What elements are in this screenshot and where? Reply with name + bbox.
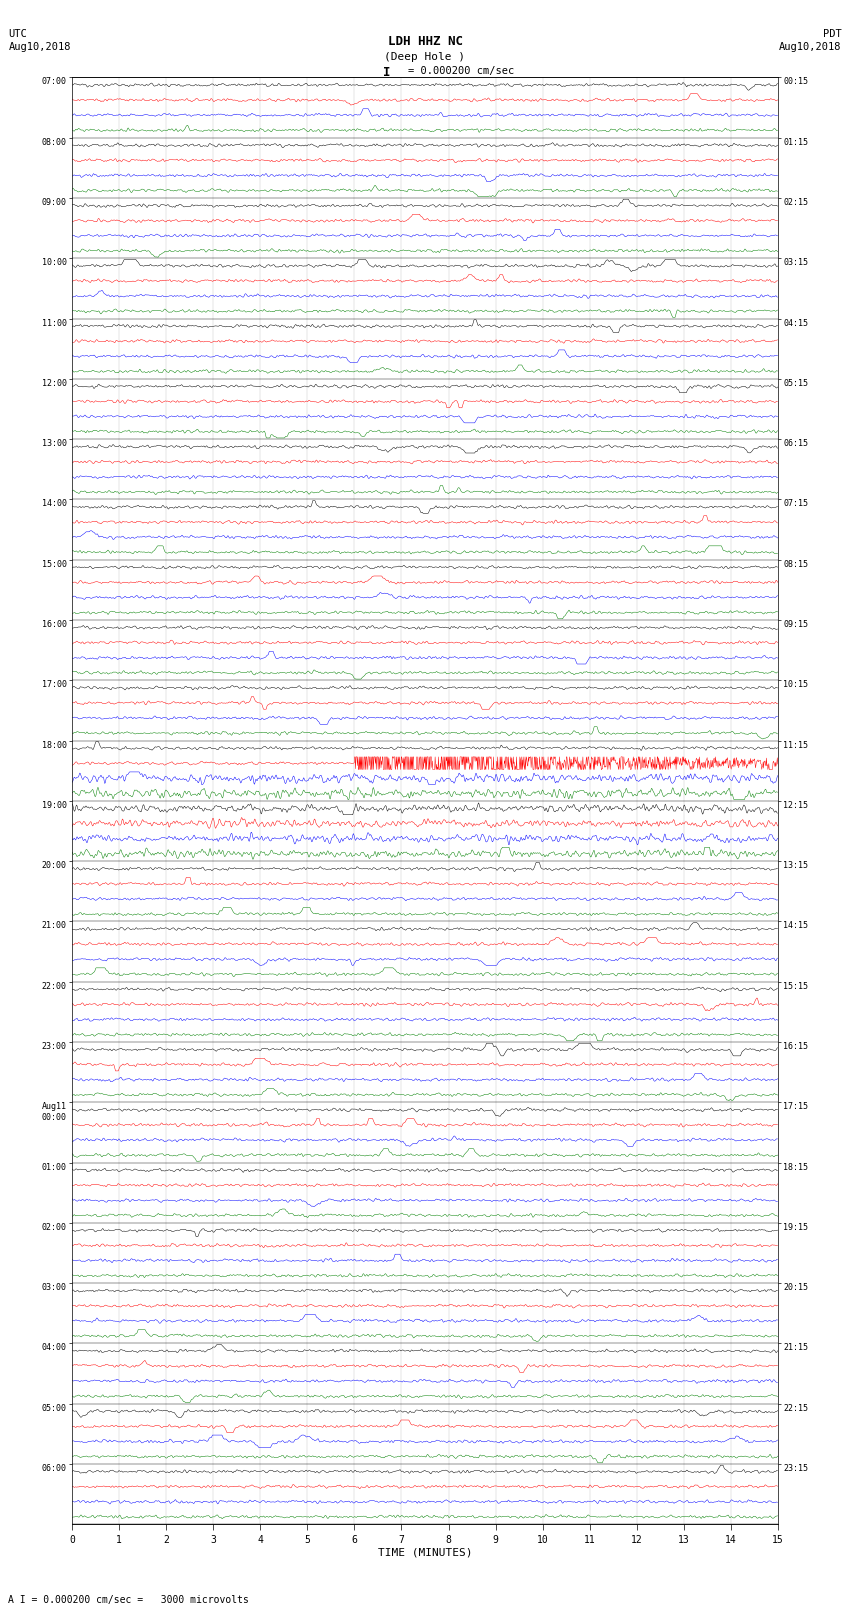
Text: LDH HHZ NC: LDH HHZ NC [388,35,462,48]
Text: (Deep Hole ): (Deep Hole ) [384,52,466,61]
Text: = 0.000200 cm/sec: = 0.000200 cm/sec [408,66,514,76]
Text: I: I [383,66,390,79]
Text: PDT: PDT [823,29,842,39]
Text: UTC: UTC [8,29,27,39]
X-axis label: TIME (MINUTES): TIME (MINUTES) [377,1547,473,1558]
Text: Aug10,2018: Aug10,2018 [8,42,71,52]
Text: A I = 0.000200 cm/sec =   3000 microvolts: A I = 0.000200 cm/sec = 3000 microvolts [8,1595,249,1605]
Text: Aug10,2018: Aug10,2018 [779,42,842,52]
